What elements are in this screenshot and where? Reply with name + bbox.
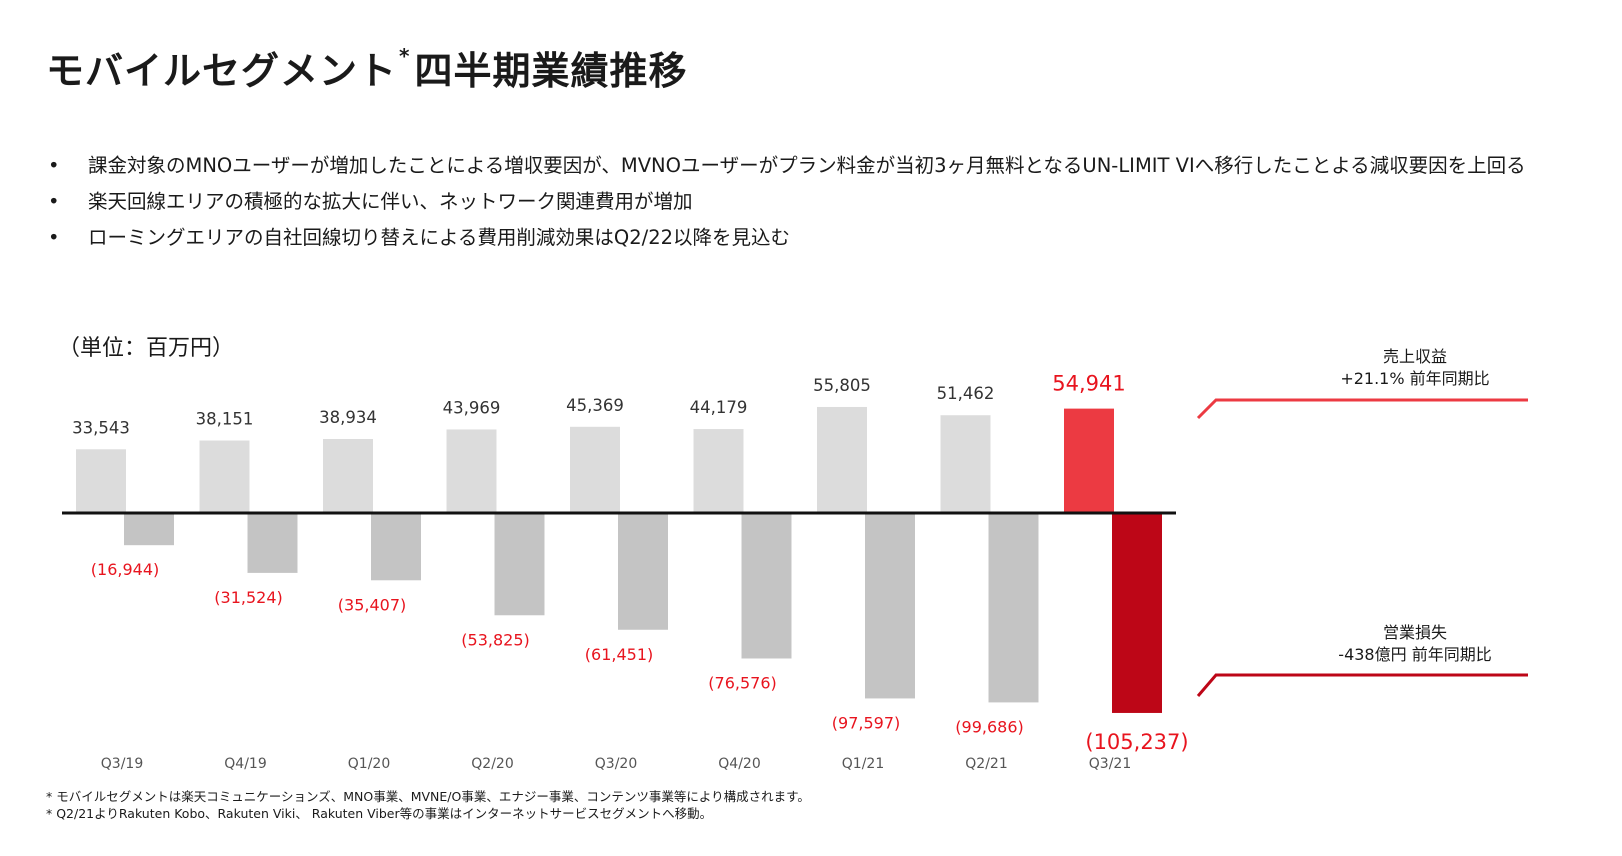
bullet-dot: • (48, 226, 60, 249)
loss-bar (988, 513, 1039, 703)
loss-value-label: (99,686) (955, 717, 1023, 736)
revenue-value-label: 54,941 (1052, 372, 1125, 396)
revenue-legend-title: 売上収益 (1382, 347, 1447, 366)
revenue-value-label: 45,369 (566, 396, 624, 415)
footnote: * Q2/21よりRakuten Kobo、Rakuten Viki、 Raku… (46, 806, 713, 821)
unit-label: （単位：百万円） (58, 336, 235, 361)
revenue-bar (446, 429, 497, 513)
title-main: モバイルセグメント (46, 49, 398, 93)
loss-value-label: (53,825) (461, 630, 529, 649)
loss-legend-title: 営業損失 (1382, 623, 1447, 642)
category-label: Q1/21 (842, 756, 884, 772)
loss-value-label: (35,407) (338, 595, 406, 614)
loss-legend-line (1196, 673, 1528, 697)
category-label: Q3/21 (1089, 756, 1131, 772)
loss-bar (371, 513, 421, 581)
loss-bar (865, 513, 915, 699)
loss-bar (741, 513, 792, 659)
revenue-bar (1064, 408, 1114, 513)
revenue-bar (199, 440, 250, 513)
bullet-item: • 課金対象のMNOユーザーが増加したことによる増収要因が、MVNOユーザーがプ… (48, 148, 1588, 184)
loss-bar (1112, 513, 1162, 713)
footnote: * モバイルセグメントは楽天コミュニケーションズ、MNO事業、MVNE/O事業、… (46, 789, 810, 804)
revenue-bar (76, 449, 126, 513)
loss-value-label: (31,524) (214, 588, 282, 607)
bar-chart: 33,543 (16,944) Q3/19 38,151 (31,524) Q4/19 38… (62, 372, 1528, 772)
title-footnote-mark: * (399, 44, 411, 68)
bullet-dot: • (48, 154, 60, 177)
revenue-legend-line (1196, 398, 1528, 420)
category-label: Q2/20 (471, 756, 513, 772)
revenue-bar (570, 426, 620, 513)
revenue-legend-change: +21.1% 前年同期比 (1340, 369, 1490, 388)
revenue-value-label: 44,179 (690, 398, 748, 417)
bullet-text: 楽天回線エリアの積極的な拡大に伴い、ネットワーク関連費用が増加 (88, 190, 693, 213)
revenue-value-label: 38,151 (196, 410, 254, 429)
loss-bar (494, 513, 545, 616)
revenue-bar (817, 406, 867, 513)
loss-value-label: (76,576) (708, 673, 776, 692)
category-label: Q3/20 (595, 756, 637, 772)
category-label: Q3/19 (101, 756, 143, 772)
loss-bar (247, 513, 298, 573)
revenue-legend: 売上収益 +21.1% 前年同期比 (1320, 346, 1510, 390)
revenue-value-label: 33,543 (72, 418, 130, 437)
loss-value-label: (16,944) (91, 560, 159, 579)
revenue-value-label: 43,969 (443, 398, 501, 417)
loss-value-label: (97,597) (832, 713, 900, 732)
category-label: Q2/21 (965, 756, 1007, 772)
revenue-bar (693, 429, 744, 513)
loss-value-label: (105,237) (1085, 730, 1188, 754)
category-label: Q4/20 (718, 756, 760, 772)
loss-value-label: (61,451) (585, 645, 653, 664)
bullet-item: • ローミングエリアの自社回線切り替えによる費用削減効果はQ2/22以降を見込む (48, 220, 1588, 256)
page-title: モバイルセグメント * 四半期業績推移 (46, 40, 688, 95)
revenue-bar (940, 415, 991, 513)
bullet-text: 課金対象のMNOユーザーが増加したことによる増収要因が、MVNOユーザーがプラン… (88, 154, 1526, 177)
category-label: Q1/20 (348, 756, 390, 772)
category-label: Q4/19 (224, 756, 266, 772)
bullet-text: ローミングエリアの自社回線切り替えによる費用削減効果はQ2/22以降を見込む (88, 226, 791, 249)
revenue-value-label: 51,462 (937, 384, 995, 403)
loss-legend: 営業損失 -438億円 前年同期比 (1320, 622, 1510, 666)
revenue-bar (323, 439, 373, 513)
bullet-dot: • (48, 190, 60, 213)
bullet-item: • 楽天回線エリアの積極的な拡大に伴い、ネットワーク関連費用が増加 (48, 184, 1588, 220)
footnotes: * モバイルセグメントは楽天コミュニケーションズ、MNO事業、MVNE/O事業、… (46, 788, 810, 822)
loss-legend-change: -438億円 前年同期比 (1338, 645, 1492, 664)
title-suffix: 四半期業績推移 (414, 49, 688, 93)
loss-bar (618, 513, 668, 630)
revenue-value-label: 55,805 (813, 376, 871, 395)
bullet-list: • 課金対象のMNOユーザーが増加したことによる増収要因が、MVNOユーザーがプ… (48, 148, 1588, 256)
revenue-value-label: 38,934 (319, 408, 377, 427)
loss-bar (124, 513, 174, 546)
